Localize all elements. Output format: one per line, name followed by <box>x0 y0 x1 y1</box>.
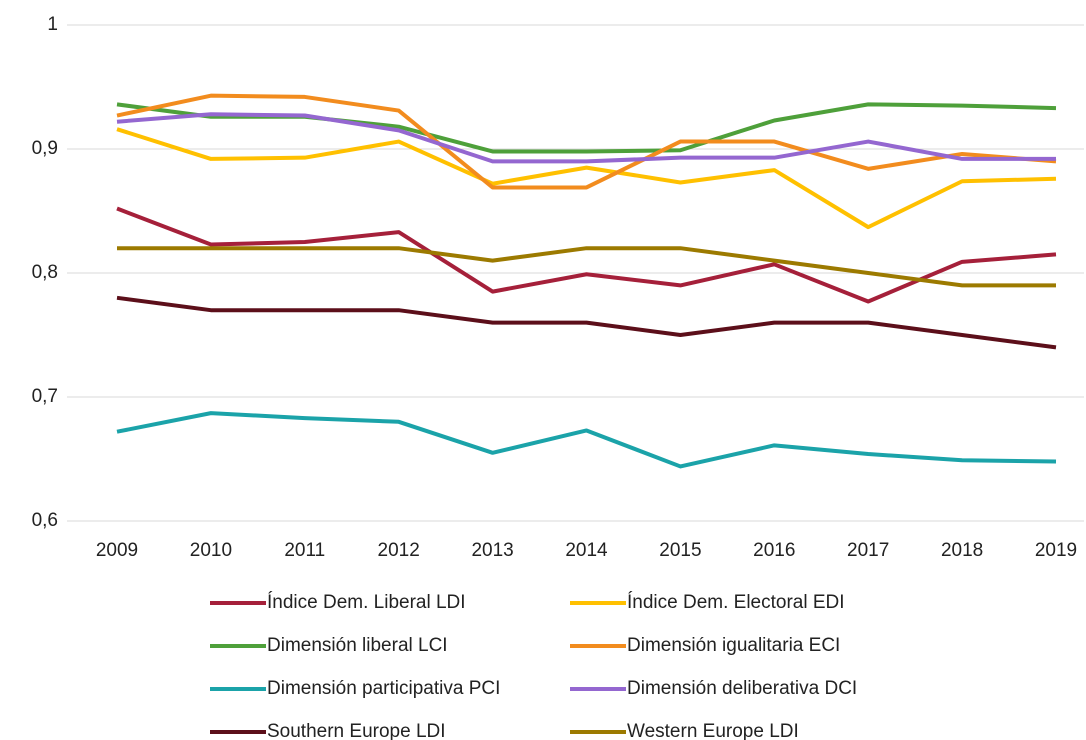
y-tick-label: 1 <box>47 14 58 35</box>
x-tick-label: 2018 <box>941 540 983 561</box>
legend-label: Southern Europe LDI <box>267 721 446 740</box>
x-tick-label: 2010 <box>190 540 232 561</box>
series-line <box>116 93 1057 190</box>
x-tick-label: 2019 <box>1035 540 1077 561</box>
x-tick-label: 2011 <box>284 540 325 561</box>
legend-label: Índice Dem. Liberal LDI <box>267 592 466 613</box>
x-tick-label: 2017 <box>847 540 889 561</box>
y-tick-label: 0,6 <box>32 510 58 531</box>
x-tick-label: 2015 <box>659 540 701 561</box>
x-tick-label: 2016 <box>753 540 795 561</box>
series-line <box>116 102 1057 154</box>
series-line <box>116 411 1057 469</box>
series-line <box>117 246 1056 288</box>
series-line <box>116 206 1057 304</box>
series-line <box>116 127 1057 230</box>
x-tick-label: 2012 <box>378 540 420 561</box>
x-tick-label: 2014 <box>565 540 608 561</box>
legend-label: Dimensión deliberativa DCI <box>627 678 857 699</box>
series-line <box>116 112 1056 164</box>
y-tick-label: 0,8 <box>32 262 58 283</box>
series-line <box>116 295 1057 350</box>
legend-label: Dimensión liberal LCI <box>267 635 448 656</box>
legend-label: Dimensión participativa PCI <box>267 678 500 699</box>
x-tick-label: 2013 <box>471 540 513 561</box>
legend-label: Western Europe LDI <box>627 721 799 740</box>
legend-label: Dimensión igualitaria ECI <box>627 635 840 656</box>
y-tick-label: 0,7 <box>32 386 58 407</box>
legend-label: Índice Dem. Electoral EDI <box>627 592 845 613</box>
x-tick-label: 2009 <box>96 540 138 561</box>
y-tick-label: 0,9 <box>32 138 58 159</box>
